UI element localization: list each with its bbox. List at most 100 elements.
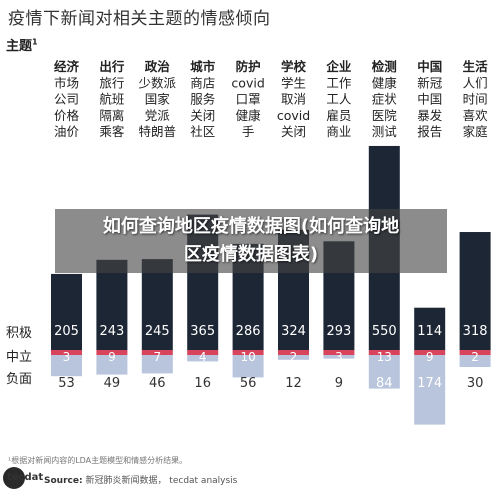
neutral-bar: [141, 350, 173, 355]
positive-value-label: 205: [54, 324, 79, 339]
negative-value-label: 53: [58, 376, 75, 391]
topic-keyword-label: 价格: [54, 108, 80, 123]
topic-keyword-label: 乘客: [99, 124, 125, 139]
topic-keyword-label: covid: [231, 75, 264, 90]
neutral-value-label: 10: [240, 350, 255, 364]
topic-keyword-label: 国家: [145, 92, 171, 107]
footnote: ¹根据对新闻内容的LDA主题模型和情感分析结果。: [8, 456, 188, 465]
watermark-line-2: 区疫情数据图表): [183, 244, 319, 265]
negative-value-label: 46: [149, 376, 166, 391]
topic-axis-label: 主题1: [6, 35, 38, 54]
topic-keyword-label: 工人: [326, 92, 352, 107]
topic-keyword-label: 工作: [326, 75, 352, 90]
negative-value-label: 9: [335, 376, 343, 391]
neutral-value-label: 3: [335, 350, 343, 364]
positive-value-label: 286: [236, 324, 261, 339]
neutral-bar: [414, 350, 446, 355]
negative-value-label: 16: [194, 376, 211, 391]
topic-keyword-label: 出行: [99, 59, 125, 74]
topic-keyword-label: 航班: [99, 92, 124, 107]
logo-text: tecdat: [7, 472, 44, 483]
topic-keyword-label: 关闭: [281, 124, 306, 139]
footer: tecdat Source: 新冠肺炎新闻数据， tecdat analysis: [0, 467, 500, 492]
source-label: Source:: [44, 476, 83, 486]
neutral-bar: [459, 350, 491, 355]
negative-bar: [368, 355, 400, 389]
topic-keyword-label: 学生: [281, 75, 306, 90]
neutral-bar: [278, 350, 309, 355]
topic-keyword-label: 学校: [281, 59, 307, 74]
topic-keyword-label: 服务: [190, 92, 215, 107]
topic-keyword-label: 城市: [190, 59, 216, 74]
topic-keyword-label: 旅行: [99, 75, 124, 90]
topic-keyword-label: covid: [277, 108, 310, 123]
source-text: 新冠肺炎新闻数据， tecdat analysis: [85, 476, 238, 486]
topic-keyword-label: 经济: [54, 59, 80, 74]
chart-title: 疫情下新闻对相关主题的情感倾向: [8, 9, 271, 29]
topic-keyword-label: 健康: [236, 108, 262, 123]
topic-keyword-label: 中国: [417, 92, 442, 107]
topic-keyword-label: 公司: [54, 92, 79, 107]
negative-bar: [278, 355, 309, 360]
positive-bar: [51, 273, 82, 350]
row-label-negative: 负面: [6, 372, 33, 387]
negative-bar: [323, 355, 355, 359]
watermark-line-1: 如何查询地区疫情数据图(如何查询地: [102, 216, 400, 237]
topic-keyword-label: 报告: [417, 124, 442, 139]
negative-bar: [96, 355, 128, 375]
topic-keyword-label: 企业: [325, 59, 352, 74]
positive-bar: [414, 307, 446, 350]
topic-keyword-label: 暴发: [417, 108, 443, 123]
positive-bar: [459, 232, 491, 350]
topic-keyword-label: 新冠: [417, 75, 443, 90]
topic-keyword-label: 党派: [145, 108, 171, 123]
positive-value-label: 243: [99, 324, 124, 339]
negative-bar: [187, 355, 219, 362]
positive-value-label: 114: [417, 324, 442, 339]
topic-keyword-label: 测试: [372, 124, 398, 139]
topic-keyword-label: 防护: [236, 59, 261, 74]
topic-keyword-label: 油价: [54, 124, 80, 139]
neutral-bar: [96, 350, 128, 355]
neutral-bar: [368, 350, 400, 355]
watermark-overlay: [55, 209, 447, 273]
topic-keyword-label: 特朗普: [139, 124, 177, 139]
negative-value-label: 84: [376, 376, 393, 391]
row-label-positive: 积极: [6, 326, 33, 341]
topic-label-text: 主题: [6, 39, 33, 54]
negative-bar: [141, 355, 173, 374]
neutral-value-label: 9: [426, 350, 434, 364]
neutral-bar: [232, 350, 264, 355]
topic-label-footnote-mark: 1: [32, 37, 38, 47]
topic-keyword-label: 取消: [281, 92, 306, 107]
neutral-value-label: 13: [377, 350, 392, 364]
topic-keyword-label: 少数派: [139, 75, 177, 90]
negative-bar: [459, 355, 491, 367]
row-label-neutral: 中立: [6, 350, 33, 365]
positive-value-label: 245: [145, 324, 170, 339]
topic-keyword-label: 市场: [54, 75, 79, 90]
topic-keyword-label: 喜欢: [463, 108, 489, 123]
topic-keyword-label: 症状: [372, 92, 398, 107]
negative-value-label: 56: [240, 376, 257, 391]
topic-keyword-label: 雇员: [326, 108, 351, 123]
neutral-value-label: 7: [153, 350, 161, 364]
negative-value-label: 12: [285, 376, 302, 391]
topic-keyword-label: 关闭: [190, 108, 215, 123]
positive-value-label: 318: [463, 324, 488, 339]
topic-keyword-label: 商业: [326, 124, 351, 139]
logo-icon: [3, 467, 25, 489]
topic-keyword-label: 社区: [190, 124, 215, 139]
topic-keyword-label: 中国: [417, 59, 442, 74]
negative-value-label: 49: [104, 376, 121, 391]
watermark-text: 如何查询地区疫情数据图(如何查询地 区疫情数据图表): [55, 213, 447, 269]
neutral-value-label: 2: [290, 350, 298, 364]
topic-keyword-label: 人们: [463, 75, 488, 90]
positive-bar: [141, 259, 173, 350]
topic-keyword-label: 家庭: [463, 124, 489, 139]
topic-keyword-label: 政治: [145, 59, 171, 74]
neutral-bar: [51, 350, 82, 355]
topic-keyword-label: 商店: [190, 75, 215, 90]
topic-keyword-label: 手: [242, 124, 255, 139]
